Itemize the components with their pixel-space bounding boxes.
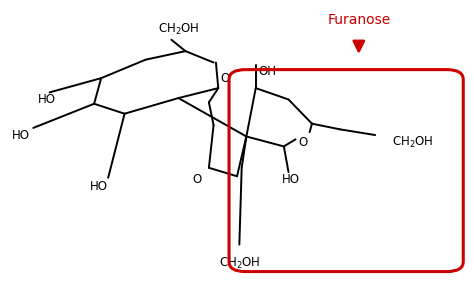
Text: O: O	[298, 136, 307, 149]
Text: OH: OH	[258, 65, 276, 77]
Text: CH$_2$OH: CH$_2$OH	[219, 255, 260, 271]
Text: O: O	[192, 173, 202, 186]
Text: O: O	[221, 72, 230, 85]
Text: HO: HO	[38, 93, 56, 106]
Text: Furanose: Furanose	[327, 13, 391, 27]
Text: CH$_2$OH: CH$_2$OH	[158, 22, 199, 37]
Text: HO: HO	[90, 180, 108, 193]
Text: CH$_2$OH: CH$_2$OH	[392, 135, 433, 150]
Text: HO: HO	[12, 128, 30, 142]
Text: HO: HO	[282, 173, 300, 186]
